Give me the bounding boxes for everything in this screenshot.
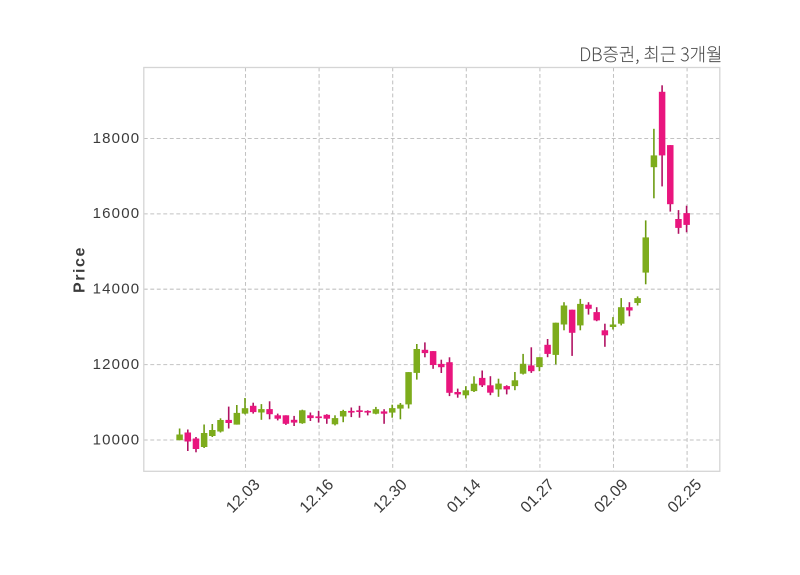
- svg-text:10000: 10000: [93, 431, 140, 448]
- svg-text:14000: 14000: [93, 281, 140, 298]
- svg-text:12000: 12000: [93, 356, 140, 373]
- svg-text:Price: Price: [72, 247, 89, 293]
- svg-text:16000: 16000: [93, 205, 140, 222]
- svg-text:18000: 18000: [93, 130, 140, 147]
